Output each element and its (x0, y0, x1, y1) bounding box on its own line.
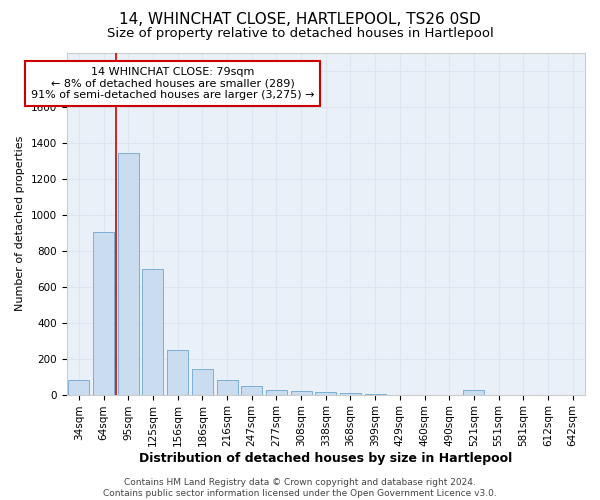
Y-axis label: Number of detached properties: Number of detached properties (15, 136, 25, 311)
Bar (192, 370, 213, 394)
Text: Size of property relative to detached houses in Hartlepool: Size of property relative to detached ho… (107, 28, 493, 40)
Bar (167, 350, 188, 395)
Bar (93, 232, 114, 394)
Bar (463, 390, 484, 394)
Text: Contains HM Land Registry data © Crown copyright and database right 2024.
Contai: Contains HM Land Registry data © Crown c… (103, 478, 497, 498)
Text: 14, WHINCHAT CLOSE, HARTLEPOOL, TS26 0SD: 14, WHINCHAT CLOSE, HARTLEPOOL, TS26 0SD (119, 12, 481, 28)
Bar (315, 392, 336, 394)
Bar (142, 268, 163, 394)
Text: 14 WHINCHAT CLOSE: 79sqm
← 8% of detached houses are smaller (289)
91% of semi-d: 14 WHINCHAT CLOSE: 79sqm ← 8% of detache… (31, 67, 314, 100)
X-axis label: Distribution of detached houses by size in Hartlepool: Distribution of detached houses by size … (139, 452, 512, 465)
Bar (290, 391, 311, 394)
Bar (241, 386, 262, 394)
Bar (340, 393, 361, 394)
Bar (266, 390, 287, 394)
Bar (217, 380, 238, 394)
Bar (68, 380, 89, 394)
Bar (118, 154, 139, 394)
